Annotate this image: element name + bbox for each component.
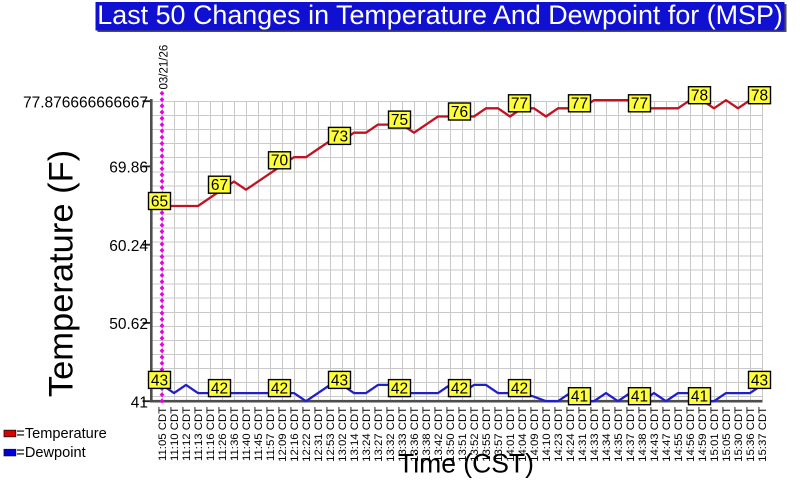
svg-text:13:55 CDT: 13:55 CDT <box>481 407 493 462</box>
svg-text:42: 42 <box>391 381 408 398</box>
svg-text:41: 41 <box>571 389 588 406</box>
svg-text:43: 43 <box>751 372 768 389</box>
svg-text:12:53 CDT: 12:53 CDT <box>325 407 337 462</box>
svg-text:14:55 CDT: 14:55 CDT <box>673 407 685 462</box>
svg-text:77: 77 <box>571 96 588 113</box>
svg-text:13:32 CDT: 13:32 CDT <box>385 407 397 462</box>
svg-text:13:33 CDT: 13:33 CDT <box>397 407 409 462</box>
svg-text:14:38 CDT: 14:38 CDT <box>637 407 649 462</box>
svg-text:14:33 CDT: 14:33 CDT <box>589 407 601 462</box>
svg-text:14:04 CDT: 14:04 CDT <box>517 407 529 462</box>
svg-text:14:34 CDT: 14:34 CDT <box>601 407 613 462</box>
svg-text:42: 42 <box>511 381 528 398</box>
svg-text:42: 42 <box>211 381 228 398</box>
svg-text:11:12 CDT: 11:12 CDT <box>181 407 193 461</box>
svg-text:65: 65 <box>151 193 168 210</box>
svg-text:50.62: 50.62 <box>109 316 148 333</box>
svg-text:69.86: 69.86 <box>109 160 148 177</box>
svg-text:67: 67 <box>211 177 228 194</box>
svg-text:14:10 CDT: 14:10 CDT <box>541 407 553 462</box>
svg-text:14:35 CDT: 14:35 CDT <box>613 407 625 462</box>
svg-text:13:36 CDT: 13:36 CDT <box>409 407 421 462</box>
svg-text:14:24 CDT: 14:24 CDT <box>565 407 577 462</box>
svg-text:14:59 CDT: 14:59 CDT <box>697 407 709 462</box>
svg-text:78: 78 <box>691 88 708 105</box>
svg-text:Last 50 Changes in Temperature: Last 50 Changes in Temperature And Dewpo… <box>97 0 783 30</box>
svg-text:12:16 CDT: 12:16 CDT <box>289 407 301 462</box>
svg-text:12:31 CDT: 12:31 CDT <box>313 407 325 462</box>
svg-text:11:40 CDT: 11:40 CDT <box>241 407 253 461</box>
svg-text:15:37 CDT: 15:37 CDT <box>757 407 769 462</box>
svg-text:15:30 CDT: 15:30 CDT <box>733 407 745 462</box>
svg-text:43: 43 <box>331 372 348 389</box>
svg-text:13:24 CDT: 13:24 CDT <box>361 407 373 462</box>
svg-text:13:27 CDT: 13:27 CDT <box>373 407 385 462</box>
svg-text:12:09 CDT: 12:09 CDT <box>277 407 289 462</box>
svg-text:11:10 CDT: 11:10 CDT <box>169 407 181 461</box>
svg-text:11:45 CDT: 11:45 CDT <box>253 407 265 461</box>
svg-text:73: 73 <box>331 128 348 145</box>
svg-text:11:13 CDT: 11:13 CDT <box>193 407 205 461</box>
svg-text:14:56 CDT: 14:56 CDT <box>685 407 697 462</box>
svg-text:13:51 CDT: 13:51 CDT <box>457 407 469 462</box>
svg-text:11:05 CDT: 11:05 CDT <box>157 407 169 461</box>
svg-text:11:36 CDT: 11:36 CDT <box>229 407 241 461</box>
svg-text:70: 70 <box>271 153 289 170</box>
svg-text:11:57 CDT: 11:57 CDT <box>265 407 277 461</box>
svg-text:75: 75 <box>391 112 408 129</box>
svg-text:=Dewpoint: =Dewpoint <box>16 445 85 461</box>
svg-text:76: 76 <box>451 104 468 121</box>
svg-text:15:36 CDT: 15:36 CDT <box>745 407 757 462</box>
svg-text:=Temperature: =Temperature <box>16 426 106 442</box>
svg-text:14:37 CDT: 14:37 CDT <box>625 407 637 462</box>
svg-text:13:57 CDT: 13:57 CDT <box>493 407 505 462</box>
svg-text:13:38 CDT: 13:38 CDT <box>421 407 433 462</box>
svg-text:11:16 CDT: 11:16 CDT <box>205 407 217 461</box>
svg-text:14:43 CDT: 14:43 CDT <box>649 407 661 462</box>
svg-text:41: 41 <box>691 389 708 406</box>
svg-text:Temperature (F): Temperature (F) <box>43 150 81 397</box>
svg-text:14:47 CDT: 14:47 CDT <box>661 407 673 462</box>
svg-text:13:42 CDT: 13:42 CDT <box>433 407 445 462</box>
svg-text:15:05 CDT: 15:05 CDT <box>721 407 733 462</box>
svg-text:77.876666666667: 77.876666666667 <box>23 94 148 111</box>
svg-text:13:14 CDT: 13:14 CDT <box>349 407 361 462</box>
svg-text:14:09 CDT: 14:09 CDT <box>529 407 541 462</box>
svg-text:12:22 CDT: 12:22 CDT <box>301 407 313 462</box>
svg-text:43: 43 <box>151 372 168 389</box>
svg-text:42: 42 <box>271 381 288 398</box>
svg-text:13:02 CDT: 13:02 CDT <box>337 407 349 462</box>
svg-text:77: 77 <box>511 96 528 113</box>
svg-text:60.24: 60.24 <box>109 238 148 255</box>
svg-text:15:01 CDT: 15:01 CDT <box>709 407 721 462</box>
svg-text:13:50 CDT: 13:50 CDT <box>445 407 457 462</box>
svg-text:42: 42 <box>451 381 468 398</box>
svg-text:13:52 CDT: 13:52 CDT <box>469 407 481 462</box>
svg-text:41: 41 <box>131 394 148 411</box>
svg-text:Time (CST): Time (CST) <box>398 449 534 479</box>
svg-text:11:26 CDT: 11:26 CDT <box>217 407 229 461</box>
svg-text:78: 78 <box>751 88 768 105</box>
svg-text:14:01 CDT: 14:01 CDT <box>505 407 517 462</box>
svg-text:77: 77 <box>631 96 648 113</box>
svg-text:14:31 CDT: 14:31 CDT <box>577 407 589 462</box>
svg-text:03/21/26: 03/21/26 <box>159 45 171 90</box>
svg-text:41: 41 <box>631 389 648 406</box>
svg-text:14:23 CDT: 14:23 CDT <box>553 407 565 462</box>
